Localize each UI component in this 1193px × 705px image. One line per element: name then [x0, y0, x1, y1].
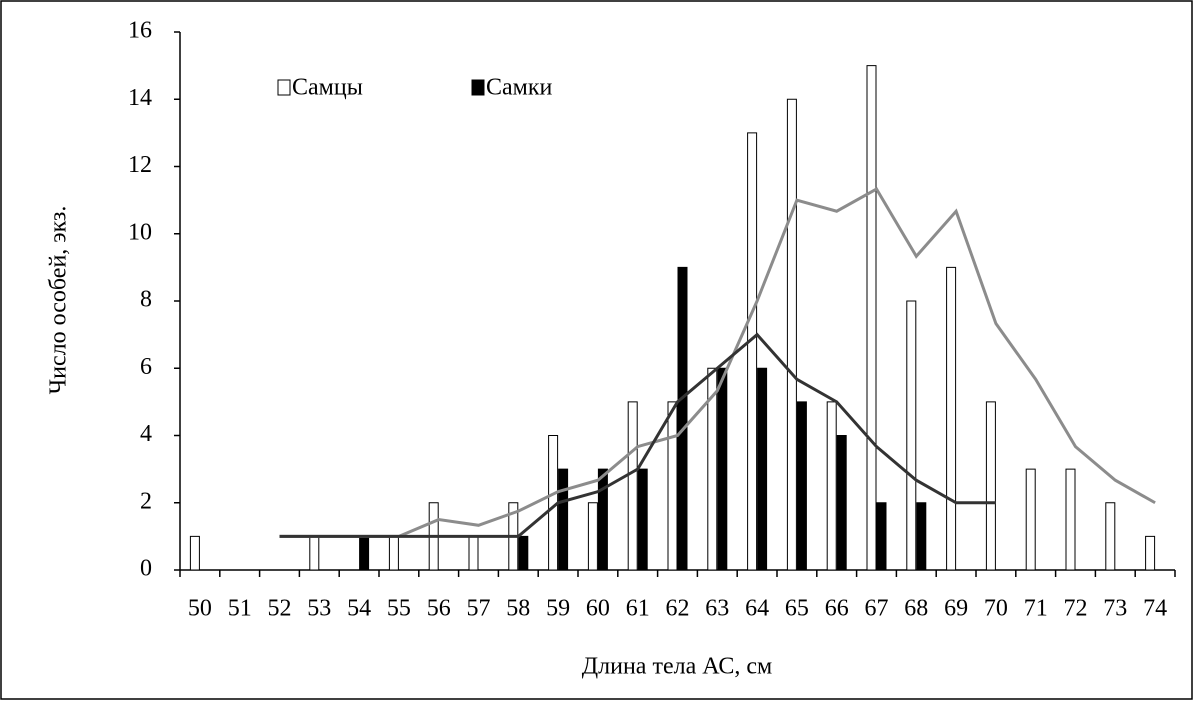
bar — [707, 367, 718, 571]
x-tick-label: 67 — [865, 596, 889, 622]
bar — [189, 535, 200, 571]
bar — [558, 468, 569, 571]
legend-label: Самки — [486, 75, 553, 101]
x-tick-label: 57 — [467, 596, 491, 622]
x-tick-label: 71 — [1024, 596, 1048, 622]
bar — [866, 65, 877, 571]
bar — [627, 401, 638, 571]
x-tick-label: 53 — [307, 596, 331, 622]
y-tick-label: 12 — [128, 152, 152, 178]
bar — [717, 367, 728, 571]
x-tick-label: 74 — [1143, 596, 1167, 622]
bar — [637, 468, 648, 571]
line — [279, 187, 1156, 538]
bar — [309, 535, 320, 571]
x-tick-label: 50 — [188, 596, 212, 622]
x-tick-label: 73 — [1103, 596, 1127, 622]
y-tick-label: 16 — [128, 18, 152, 44]
legend-swatch — [471, 79, 485, 96]
bar — [946, 266, 957, 571]
x-tick-label: 60 — [586, 596, 610, 622]
y-tick-label: 6 — [140, 354, 152, 380]
legend-swatch — [277, 79, 291, 96]
y-tick-label: 14 — [128, 85, 152, 111]
x-tick-label: 66 — [825, 596, 849, 622]
x-tick-label: 68 — [904, 596, 928, 622]
x-tick-label: 56 — [427, 596, 451, 622]
x-tick-label: 64 — [745, 596, 769, 622]
x-tick-label: 59 — [546, 596, 570, 622]
line — [279, 332, 996, 538]
bar — [587, 502, 598, 571]
bar — [796, 401, 807, 571]
bar — [916, 502, 927, 571]
x-axis-title: Длина тела АС, см — [582, 654, 772, 680]
x-tick-label: 54 — [347, 596, 371, 622]
x-tick-label: 52 — [268, 596, 292, 622]
bar — [359, 535, 370, 571]
y-tick-label: 4 — [140, 421, 152, 447]
bar — [876, 502, 887, 571]
bar — [757, 367, 768, 571]
bar — [906, 300, 917, 571]
x-tick-label: 69 — [944, 596, 968, 622]
bar — [786, 98, 797, 571]
x-tick-label: 65 — [785, 596, 809, 622]
bar — [388, 535, 399, 571]
x-tick-label: 58 — [506, 596, 530, 622]
bar — [518, 535, 529, 571]
bar — [985, 401, 996, 571]
bar — [667, 401, 678, 571]
bar — [1105, 502, 1116, 571]
y-axis-title: Число особей, экз. — [46, 206, 72, 395]
y-tick-label: 2 — [140, 488, 152, 514]
x-tick-label: 55 — [387, 596, 411, 622]
legend-label: Самцы — [292, 75, 363, 101]
x-tick-label: 63 — [705, 596, 729, 622]
x-tick-label: 62 — [666, 596, 690, 622]
bar — [1025, 468, 1036, 571]
x-tick-label: 51 — [228, 596, 252, 622]
y-tick-label: 8 — [140, 287, 152, 313]
bar — [1065, 468, 1076, 571]
bar — [677, 266, 688, 571]
bar — [597, 468, 608, 571]
x-tick-label: 61 — [626, 596, 650, 622]
x-tick-label: 70 — [984, 596, 1008, 622]
bar — [1145, 535, 1156, 571]
bar — [468, 535, 479, 571]
bar — [836, 435, 847, 571]
bar — [826, 401, 837, 571]
y-tick-label: 0 — [140, 556, 152, 582]
y-tick-label: 10 — [128, 219, 152, 245]
x-tick-label: 72 — [1064, 596, 1088, 622]
bar — [747, 132, 758, 571]
